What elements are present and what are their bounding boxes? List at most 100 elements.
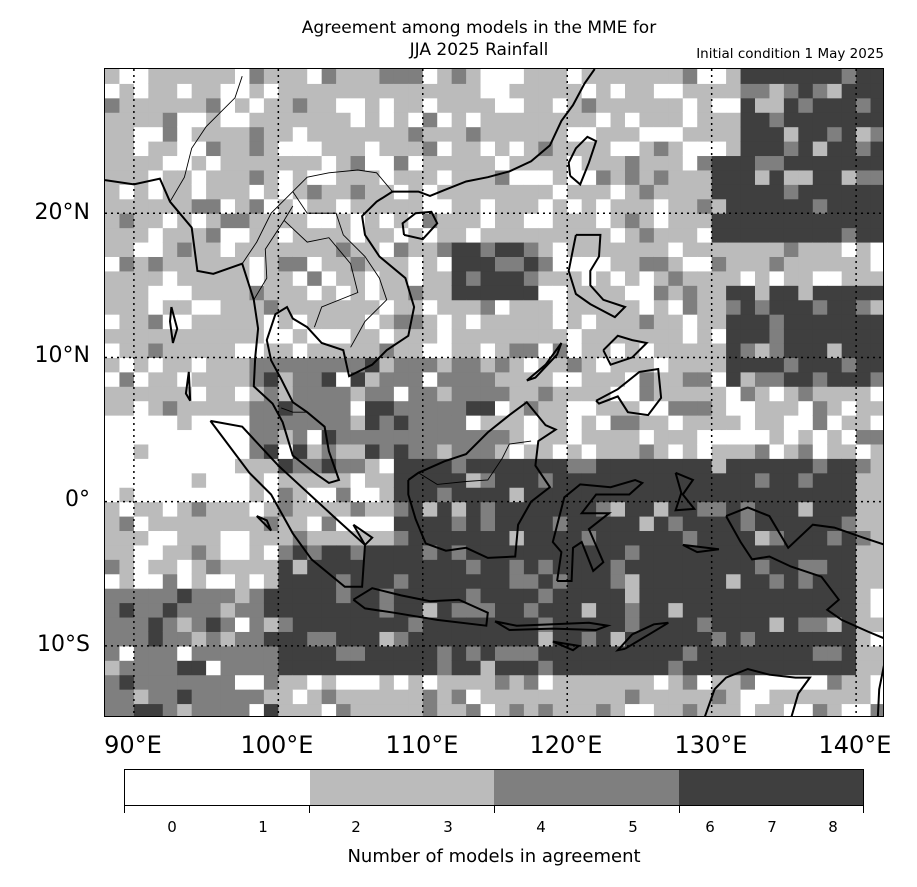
grid-cell [321,674,337,690]
grid-cell [610,689,626,705]
grid-cell [292,270,308,286]
grid-cell [509,126,525,142]
grid-cell [596,328,612,344]
grid-cell [682,559,698,575]
grid-cell [726,645,742,661]
grid-cell [105,415,120,431]
grid-cell [249,689,265,705]
grid-cell [552,645,568,661]
grid-cell [740,69,756,84]
grid-cell [668,242,684,257]
grid-cell [422,487,438,503]
grid-cell [451,429,467,445]
grid-cell [105,69,120,84]
grid-cell [422,141,438,157]
grid-cell [812,443,828,459]
grid-cell [509,270,525,286]
grid-cell [191,660,207,676]
grid-cell [263,588,279,604]
grid-cell [133,458,149,474]
colorbar-segment-2-3 [309,770,494,805]
agreement-grid-cells [105,69,883,716]
grid-cell [133,631,149,647]
grid-cell [466,703,482,716]
grid-cell [133,501,149,517]
grid-cell [148,357,164,373]
grid-cell [639,674,655,690]
grid-cell [133,299,149,315]
grid-cell [437,487,453,503]
grid-cell [393,155,409,171]
grid-cell [639,270,655,286]
grid-cell [235,285,250,301]
grid-cell [740,400,756,416]
grid-cell [625,242,640,257]
grid-cell [321,371,337,387]
grid-cell [307,400,323,416]
grid-cell [783,256,799,272]
grid-cell [567,631,583,647]
grid-cell [466,169,482,185]
lon-label-110e: 110°E [385,731,459,759]
grid-cell [292,516,308,532]
grid-cell [249,227,265,243]
grid-cell [523,530,539,546]
grid-cell [610,573,626,589]
grid-cell [841,270,857,286]
grid-cell [336,602,352,618]
grid-cell [336,97,352,113]
grid-cell [567,198,583,214]
grid-cell [697,83,713,99]
grid-cell [567,357,583,373]
grid-cell [610,169,626,185]
grid-cell [870,602,883,618]
grid-cell [422,660,438,676]
grid-cell [278,530,294,546]
grid-cell [148,674,164,690]
grid-cell [552,689,568,705]
grid-cell [798,343,814,358]
grid-cell [509,141,525,157]
grid-cell [856,314,872,330]
grid-cell [379,415,395,431]
grid-cell [841,126,857,142]
grid-cell [393,270,409,286]
country-border [241,176,308,264]
grid-cell [105,371,120,387]
grid-cell [133,415,149,431]
grid-cell [711,617,727,632]
grid-cell [610,242,626,257]
grid-cell [365,544,380,560]
grid-cell [841,573,857,589]
grid-cell [220,169,236,185]
grid-cell [105,270,120,286]
grid-cell [552,530,568,546]
grid-cell [841,458,857,474]
grid-cell [668,328,684,344]
grid-cell [278,270,294,286]
grid-cell [249,343,265,358]
grid-cell [509,588,525,604]
grid-cell [856,386,872,402]
grid-cell [249,256,265,272]
grid-cell [653,660,669,676]
grid-cell [596,141,612,157]
grid-cell [783,588,799,604]
coastline [407,400,558,559]
grid-cell [162,617,178,632]
grid-cell [668,516,684,532]
grid-cell [393,617,409,632]
grid-cell [567,386,583,402]
grid-cell [321,213,337,229]
grid-cell [422,689,438,705]
grid-cell [451,198,467,214]
grid-cell [668,645,684,661]
coastline [704,667,812,716]
grid-cell [625,458,640,474]
grid-cell [668,573,684,589]
grid-cell [249,530,265,546]
grid-cell [307,617,323,632]
grid-cell [870,516,883,532]
colorbar-tickmark [863,806,865,813]
grid-cell [755,617,770,632]
